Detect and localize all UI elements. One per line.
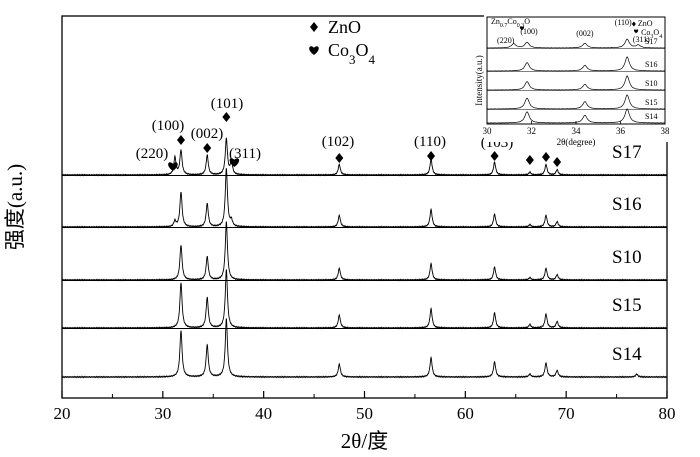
peak-marker-diamond-icon xyxy=(427,151,436,161)
inset-series-label-s15: S15 xyxy=(645,98,657,107)
peak-label: (220) xyxy=(136,146,169,162)
legend-label: ZnO xyxy=(328,17,361,37)
inset-series-line-s10 xyxy=(486,75,666,91)
inset-series-label-s17: S17 xyxy=(645,37,657,46)
inset-x-axis-label: 2θ(degree) xyxy=(557,137,596,147)
inset-series-label-s16: S16 xyxy=(645,60,657,69)
inset-peak-label: (100) xyxy=(520,27,538,36)
peak-marker-heart-icon xyxy=(168,162,178,171)
inset-series-label-s14: S14 xyxy=(645,112,657,121)
inset-peak-label: (220) xyxy=(497,36,515,45)
series-line-s16 xyxy=(61,168,668,229)
x-axis-label: 2θ/度 xyxy=(341,429,388,453)
peak-label: (110) xyxy=(414,134,446,150)
peak-label: (100) xyxy=(152,118,185,134)
inset-legend-label: Zn0.7Co0.3O xyxy=(491,17,530,29)
x-tick-label: 30 xyxy=(154,404,171,423)
peak-marker-diamond-icon xyxy=(525,155,534,165)
inset-x-tick-label: 32 xyxy=(527,126,536,136)
inset-series-line-s17 xyxy=(486,38,666,49)
peak-label: (002) xyxy=(191,126,224,142)
peak-marker-diamond-icon xyxy=(203,143,212,153)
series-label-s16: S16 xyxy=(612,194,642,215)
x-tick-label: 20 xyxy=(54,404,71,423)
inset-legend-label: ZnO xyxy=(638,19,653,28)
peak-label: (102) xyxy=(322,134,355,150)
inset-x-tick-label: 30 xyxy=(483,126,493,136)
series-line-s10 xyxy=(61,221,668,282)
inset-legend-label: Co3O4 xyxy=(641,28,662,40)
series-line-s14 xyxy=(61,318,668,379)
peak-marker-diamond-icon xyxy=(176,135,185,145)
peak-marker-diamond-icon xyxy=(542,152,550,162)
series-label-s14: S14 xyxy=(612,344,642,365)
peak-marker-diamond-icon xyxy=(335,153,344,163)
series-label-s17: S17 xyxy=(612,142,642,163)
peak-label: (311) xyxy=(229,146,261,162)
x-tick-label: 60 xyxy=(457,404,474,423)
legend: ZnO Co3O4 xyxy=(309,17,376,67)
inset-series-line-s15 xyxy=(486,94,666,110)
peak-marker-heart-icon xyxy=(229,158,240,167)
series-label-s10: S10 xyxy=(612,247,642,268)
x-tick-label: 80 xyxy=(659,404,676,423)
inset-x-tick-label: 34 xyxy=(572,126,582,136)
peak-marker-diamond-icon xyxy=(490,151,499,161)
inset-heart-icon xyxy=(519,26,525,31)
inset-x-tick-label: 36 xyxy=(616,126,626,136)
inset-peak-label: (110) xyxy=(615,18,632,27)
inset-peak-label: (311) xyxy=(633,35,650,44)
inset-peak-label: (002) xyxy=(576,29,594,38)
heart-icon xyxy=(309,46,319,55)
inset-diamond-icon xyxy=(631,21,636,27)
inset-background xyxy=(484,14,668,142)
peak-label: (101) xyxy=(211,96,244,112)
x-tick-label: 50 xyxy=(356,404,373,423)
peak-marker-diamond-icon xyxy=(222,112,231,122)
inset-x-tick-label: 38 xyxy=(661,126,671,136)
y-axis-label: 强度(a.u.) xyxy=(3,164,27,250)
inset-series-line-s16 xyxy=(486,56,666,72)
inset-y-axis-label: Intensity(a.u.) xyxy=(474,55,484,105)
inset-chart: 30 32 34 36 38 2θ(degree) Intensity(a.u.) S17 S1… xyxy=(474,14,670,147)
diamond-icon xyxy=(310,22,318,32)
series-line-s17 xyxy=(61,137,668,177)
inset-series-label-s10: S10 xyxy=(645,79,657,88)
x-tick-label: 70 xyxy=(558,404,575,423)
peak-marker-diamond-icon xyxy=(553,157,562,167)
series-label-s15: S15 xyxy=(612,295,642,316)
legend-label: Co3O4 xyxy=(328,40,376,67)
inset-series-line-s14 xyxy=(486,108,666,124)
inset-heart-icon xyxy=(633,29,639,34)
x-tick-label: 40 xyxy=(255,404,272,423)
series-line-s15 xyxy=(61,269,668,330)
